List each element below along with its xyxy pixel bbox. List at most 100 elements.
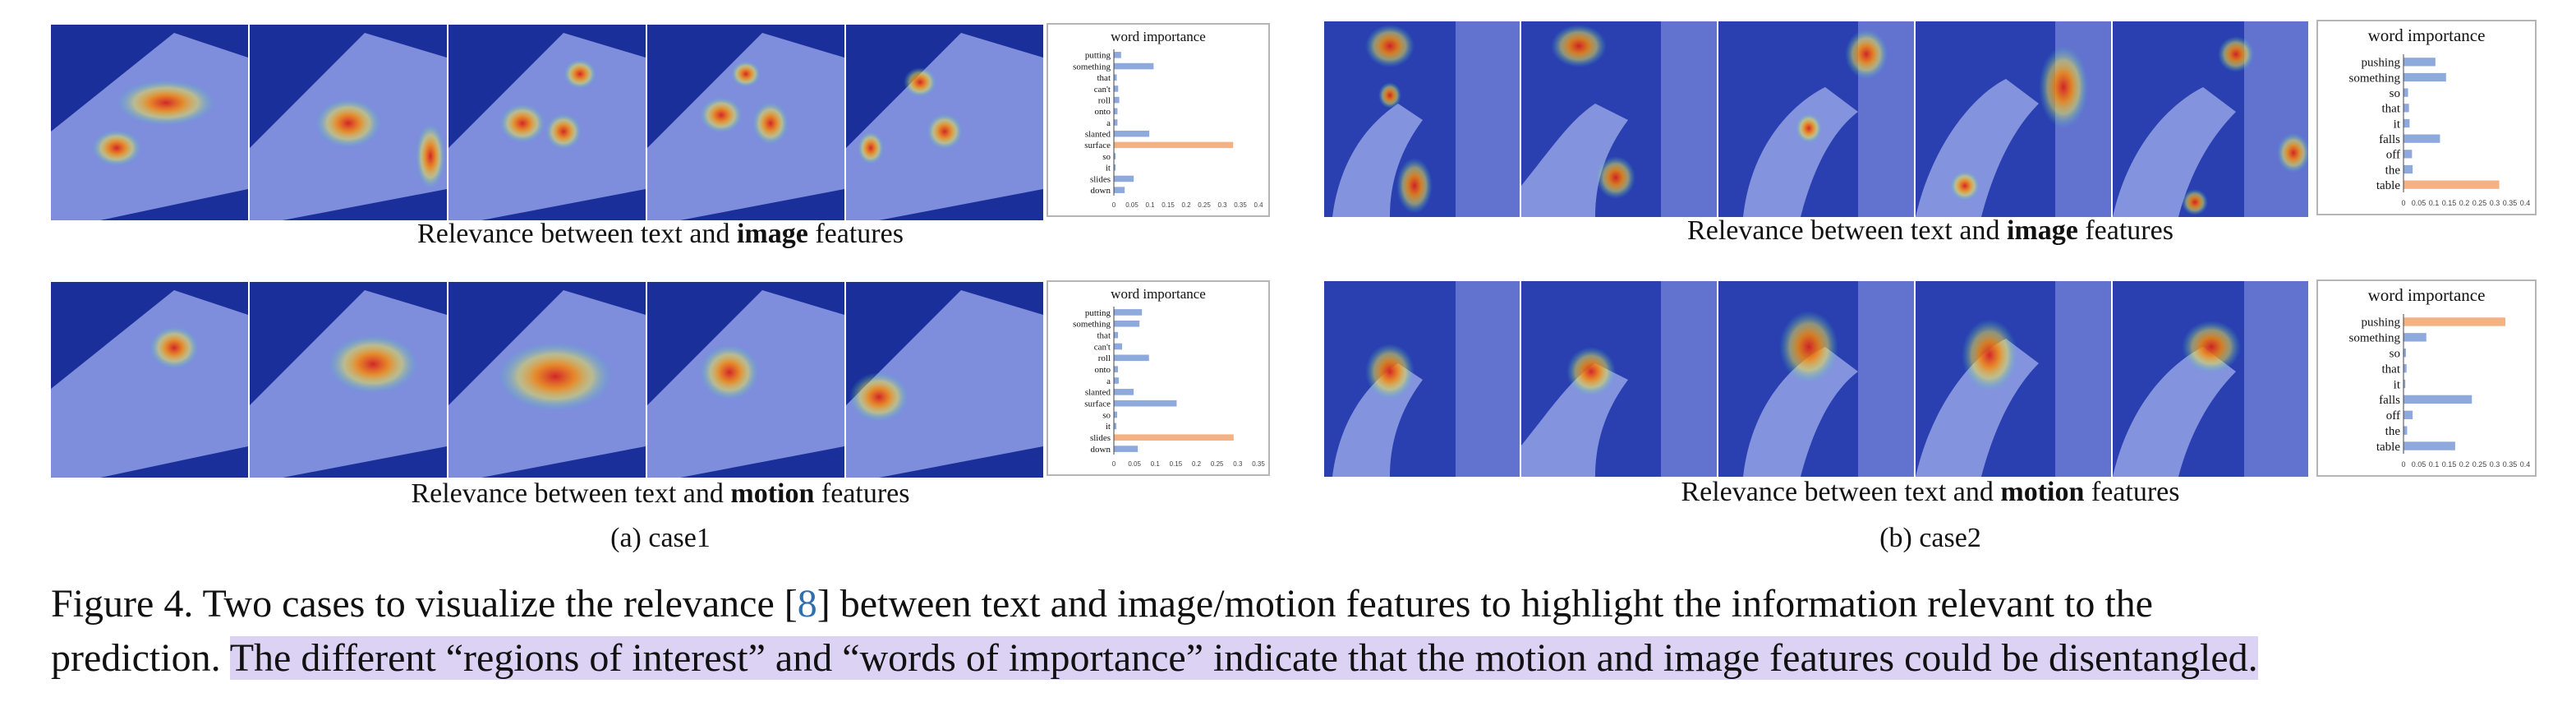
tick-label: 0.25 [1198, 201, 1211, 209]
tick-label: 0.15 [1170, 460, 1183, 468]
tick-label: 0.05 [2412, 199, 2426, 207]
bar [1114, 108, 1118, 115]
row-caption: Relevance between text and image feature… [417, 219, 904, 249]
bar [2404, 134, 2440, 143]
heatmap-frame [448, 282, 646, 478]
heatmap-frame [2113, 281, 2310, 477]
bar [1114, 377, 1120, 384]
tick-label: 0.2 [2459, 199, 2470, 207]
tick-label: 0 [2401, 199, 2405, 207]
category-label: table [2376, 179, 2400, 192]
category-label: so [1102, 410, 1111, 420]
tick-label: 0.15 [2442, 199, 2457, 207]
category-label: table [2376, 441, 2400, 454]
tick-label: 0.1 [2429, 460, 2440, 469]
bar [1114, 175, 1134, 182]
tick-label: 0.2 [1181, 201, 1191, 209]
category-label: falls [2379, 394, 2400, 407]
bar [1114, 434, 1234, 441]
category-label: the [2385, 164, 2401, 177]
heatmap-frame [1324, 281, 1521, 477]
category-label: it [1106, 164, 1111, 173]
bar [1114, 389, 1134, 395]
tick-label: 0.05 [1128, 460, 1141, 468]
category-label: so [2390, 87, 2400, 100]
heatmap-frame [1916, 21, 2113, 217]
category-label: down [1091, 186, 1111, 196]
category-label: pushing [2361, 316, 2400, 330]
bar [1114, 74, 1117, 81]
tick-label: 0.15 [2442, 460, 2457, 469]
category-label: that [1097, 73, 1111, 83]
bar [1114, 153, 1116, 159]
category-label: pushing [2361, 57, 2400, 70]
bar [2404, 58, 2436, 67]
bar [2404, 441, 2455, 450]
category-label: it [1106, 422, 1111, 432]
heatmap-frame [846, 282, 1043, 478]
tick-label: 0.1 [1145, 201, 1155, 209]
subfigure-label: (b) case2 [1879, 523, 1981, 553]
bar [1114, 366, 1119, 372]
heatmap-frame [1718, 281, 1916, 477]
category-label: it [2394, 118, 2401, 131]
tick-label: 0.3 [2490, 460, 2500, 469]
category-label: roll [1098, 353, 1111, 363]
tick-label: 0.3 [1233, 460, 1243, 468]
chart-title: word importance [2368, 25, 2486, 45]
bar [1114, 119, 1118, 126]
heatmap-frame [250, 25, 447, 220]
category-label: surface [1084, 141, 1111, 150]
category-label: down [1091, 445, 1111, 455]
tick-label: 0.25 [1211, 460, 1224, 468]
tick-label: 0.4 [2520, 199, 2531, 207]
bar [1114, 423, 1117, 430]
category-label: putting [1085, 308, 1111, 318]
tick-label: 0.15 [1162, 201, 1175, 209]
highlighted-sentence: The different “regions of interest” and … [229, 636, 2258, 680]
bar [2404, 426, 2408, 435]
tick-label: 0.2 [2459, 460, 2470, 469]
heatmap-frame [647, 25, 844, 220]
citation-link[interactable]: 8 [797, 582, 817, 626]
bar [2404, 164, 2413, 174]
category-label: off [2386, 149, 2400, 162]
bar [1114, 85, 1119, 92]
tick-label: 0.35 [1252, 460, 1265, 468]
bar [1114, 354, 1149, 362]
bar [1114, 141, 1234, 149]
bar [1114, 399, 1177, 407]
tick-label: 0 [2401, 460, 2405, 469]
bar [2404, 410, 2413, 419]
category-label: something [2349, 332, 2401, 345]
tick-label: 0.25 [2472, 199, 2487, 207]
word-importance-chart: word importance putting something that can't… [1046, 23, 1270, 217]
figure-caption-line-1: Figure 4. Two cases to visualize the rel… [51, 582, 2153, 626]
tick-label: 0.4 [1254, 201, 1263, 209]
bar [2404, 88, 2408, 97]
row-caption: Relevance between text and motion featur… [1681, 477, 2180, 507]
chart-title: word importance [1111, 286, 1206, 302]
figure-caption-line-2: prediction. The different “regions of in… [51, 636, 2258, 680]
bar [2404, 395, 2472, 404]
category-label: onto [1094, 107, 1111, 117]
category-label: slanted [1085, 130, 1111, 140]
bar [2404, 349, 2406, 358]
chart-title: word importance [1111, 29, 1206, 44]
bar [2404, 104, 2409, 113]
word-importance-chart: word importance pushing something so that it f… [2316, 20, 2537, 215]
tick-label: 0.35 [2503, 460, 2518, 469]
word-importance-chart: word importance putting something that can't… [1046, 280, 1270, 476]
tick-label: 0.1 [2429, 199, 2440, 207]
bar [2404, 379, 2406, 389]
heatmap-frame [1521, 281, 1718, 477]
word-importance-chart: word importance pushing something so that it f… [2316, 279, 2537, 477]
category-label: so [2390, 347, 2400, 360]
heatmap-frame [250, 282, 447, 478]
bar [1114, 187, 1125, 193]
bar [1114, 331, 1119, 339]
category-label: off [2386, 409, 2400, 423]
bar [2404, 317, 2505, 326]
heatmap-frame [1324, 21, 1521, 217]
bar [1114, 309, 1143, 316]
